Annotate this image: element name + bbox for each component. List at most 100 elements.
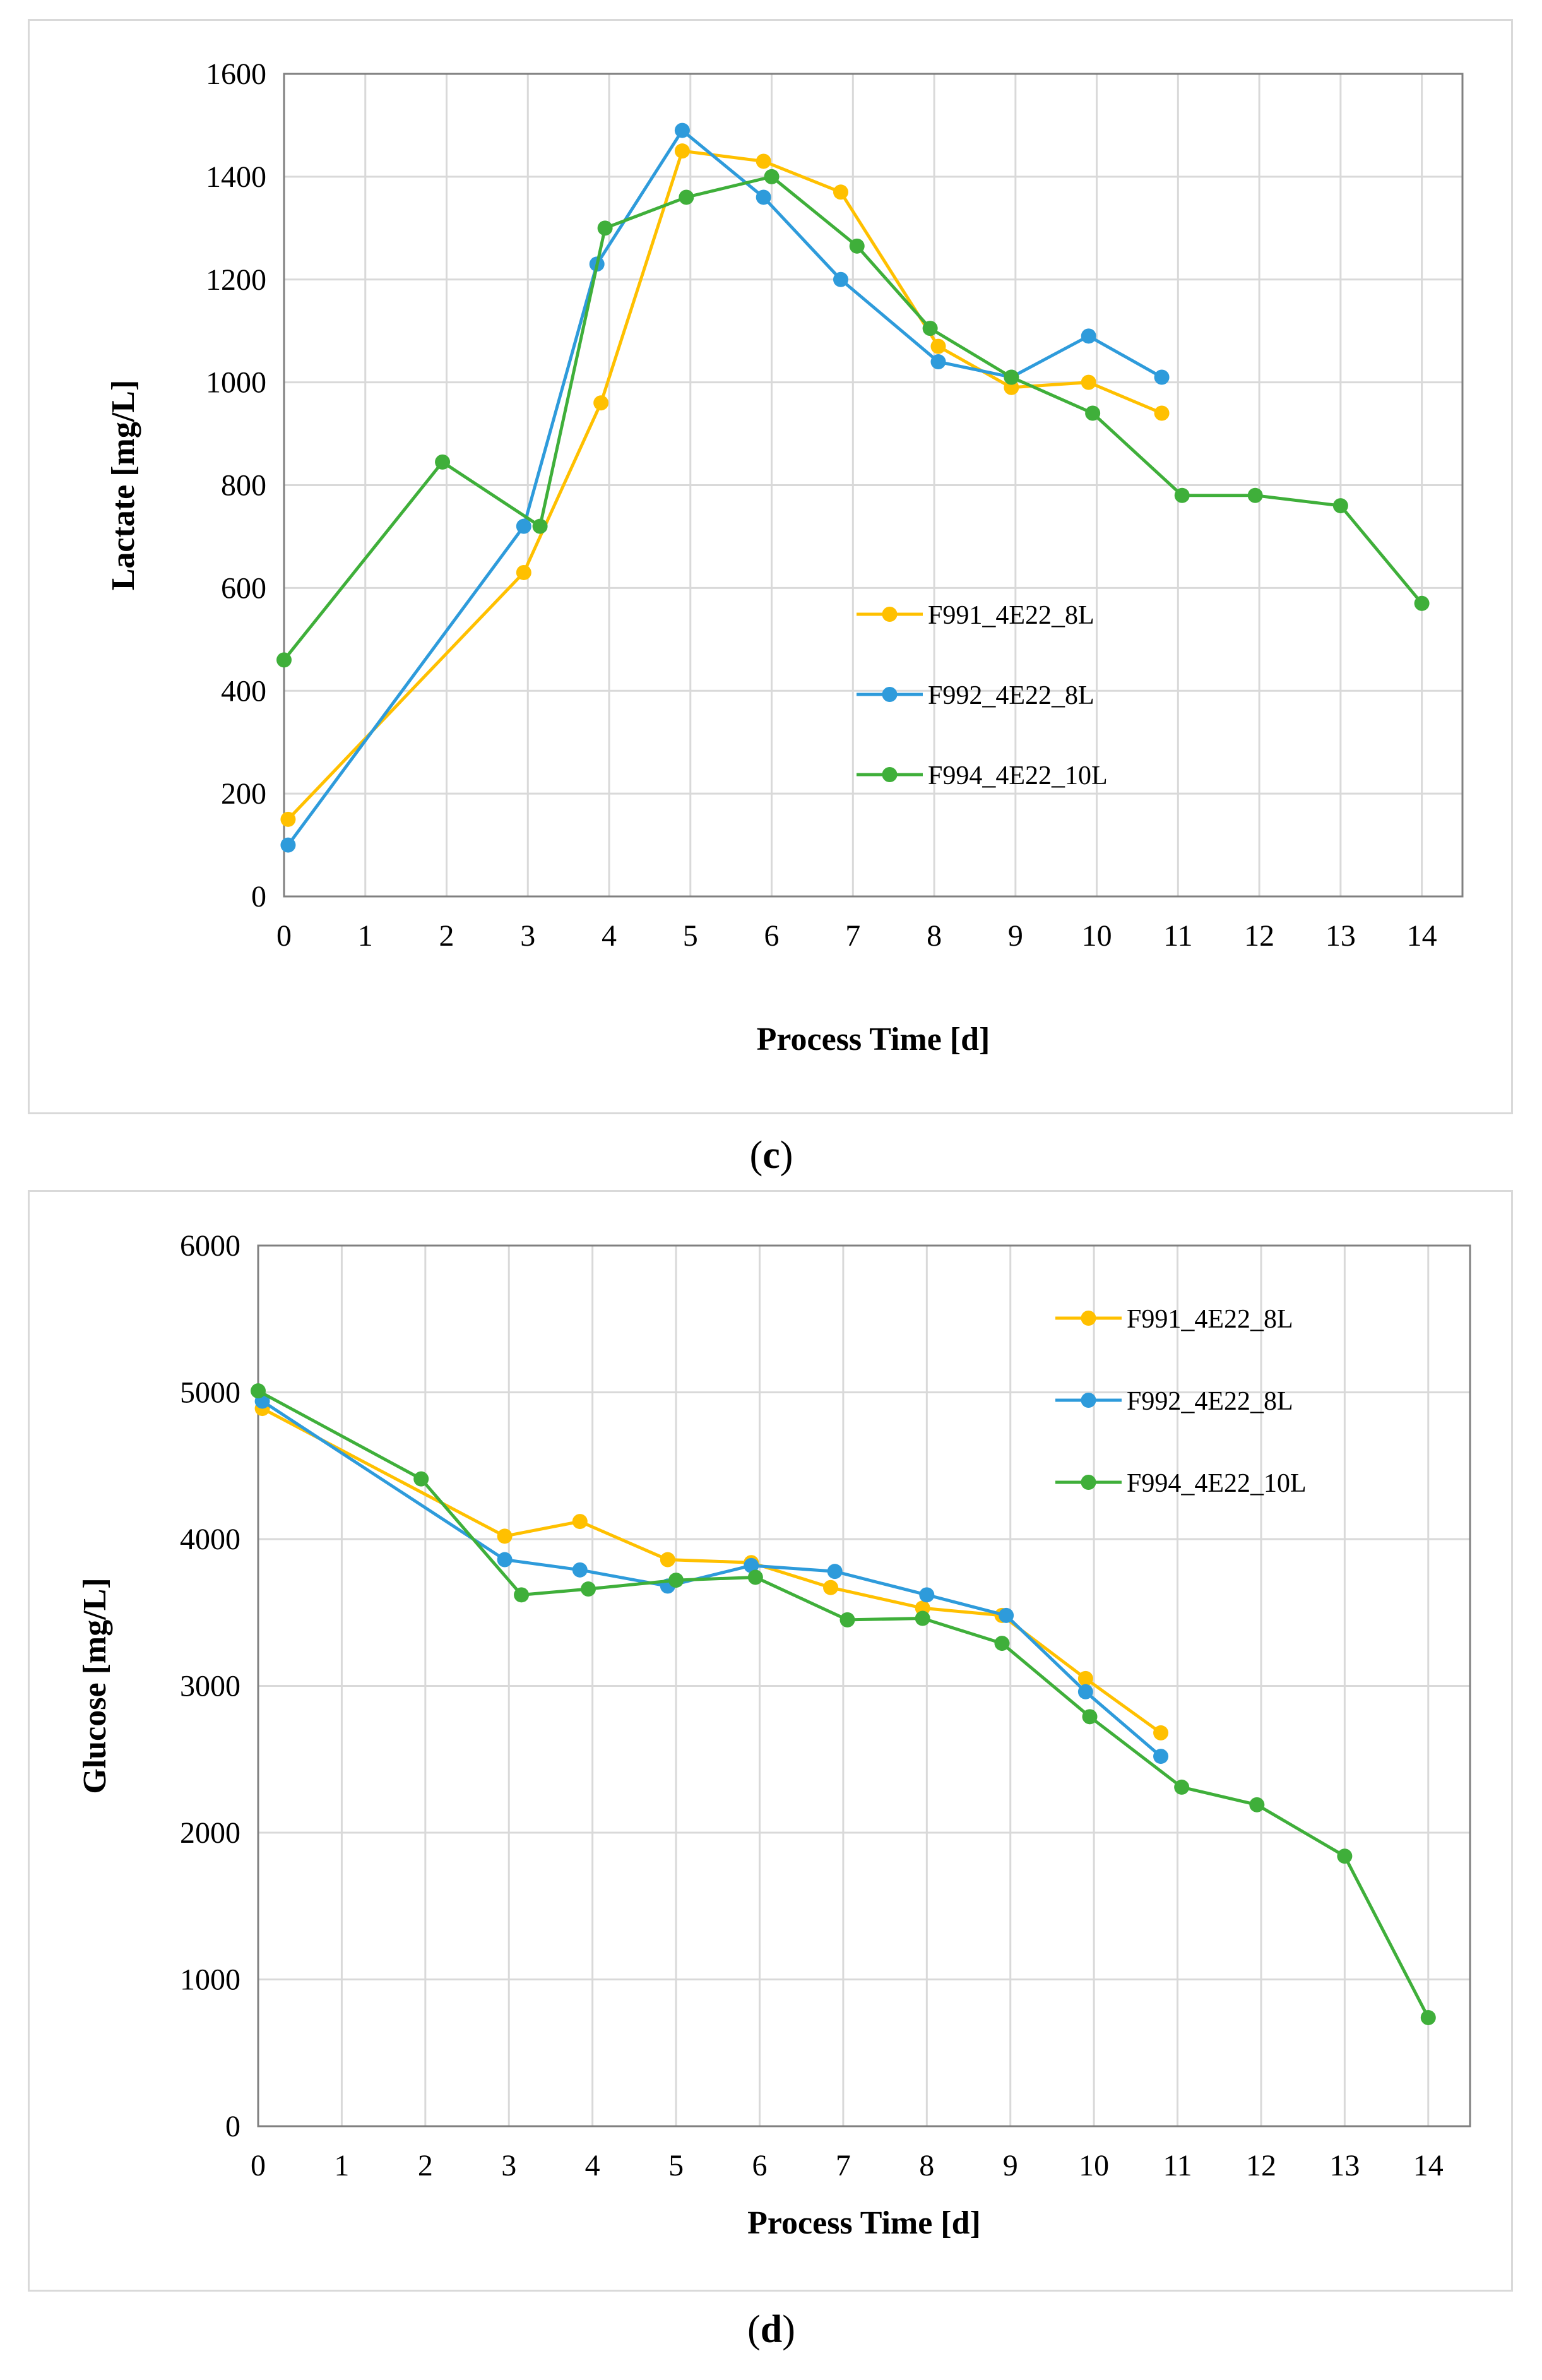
x-tick-label: 9	[1008, 919, 1023, 953]
x-tick-label: 1	[334, 2149, 349, 2182]
series-line-F994_4E22_10L	[257, 1389, 1430, 2019]
x-tick-label: 8	[927, 919, 942, 953]
x-tick-label: 1	[358, 919, 373, 953]
x-tick-label: 5	[668, 2149, 684, 2182]
legend-label: F991_4E22_8L	[928, 601, 1094, 630]
x-tick-label: 12	[1246, 2149, 1276, 2182]
data-point	[674, 143, 690, 159]
data-point	[1153, 1749, 1169, 1764]
data-point	[999, 1607, 1014, 1623]
x-axis-title: Process Time [d]	[757, 1021, 990, 1057]
legend-marker	[882, 687, 898, 702]
x-tick-label: 5	[683, 919, 698, 953]
data-point	[1081, 328, 1096, 344]
legend-marker	[1081, 1393, 1096, 1408]
data-point	[849, 238, 865, 254]
data-point	[668, 1573, 684, 1588]
data-point	[1174, 487, 1190, 503]
y-tick-label: 1600	[206, 57, 266, 91]
y-tick-label: 400	[221, 674, 266, 708]
legend-label: F992_4E22_8L	[928, 681, 1094, 710]
data-point	[276, 652, 292, 668]
data-point	[1420, 2009, 1436, 2025]
data-point	[823, 1580, 839, 1595]
x-tick-label: 11	[1163, 2149, 1192, 2182]
data-point	[1332, 498, 1348, 514]
y-tick-label: 0	[251, 880, 266, 913]
data-point	[532, 518, 548, 534]
chart-panel-glucose: 0 1000 2000 3000 4000 5000 6000 0 1 2 3 4 5 6 7 8 9 10 11 1…	[28, 1190, 1513, 2292]
data-point	[833, 184, 848, 200]
data-point	[764, 169, 780, 184]
data-point	[994, 1636, 1010, 1651]
data-point	[747, 1569, 763, 1585]
legend-marker	[1081, 1475, 1096, 1490]
legend-label: F994_4E22_10L	[928, 761, 1108, 790]
x-tick-label: 11	[1163, 919, 1192, 953]
data-point	[756, 153, 771, 169]
y-tick-label: 4000	[180, 1523, 240, 1556]
x-tick-label: 0	[276, 919, 292, 953]
x-tick-label: 3	[520, 919, 535, 953]
data-point	[1082, 1709, 1098, 1725]
y-tick-label: 600	[221, 571, 266, 605]
x-tick-label: 7	[836, 2149, 851, 2182]
series-line-F991_4E22_8L	[261, 1407, 1162, 1734]
x-tick-label: 12	[1244, 919, 1274, 953]
legend-marker	[882, 607, 898, 622]
data-point	[497, 1528, 513, 1544]
data-point	[1247, 487, 1263, 503]
legend-label: F991_4E22_8L	[1127, 1305, 1293, 1334]
x-tick-label: 2	[418, 2149, 433, 2182]
y-tick-label: 0	[225, 2110, 240, 2143]
data-point	[514, 1587, 530, 1603]
y-tick-label: 2000	[180, 1816, 240, 1850]
series-line-F992_4E22_8L	[261, 1400, 1162, 1758]
panel-label-d: (d)	[747, 2308, 795, 2351]
x-tick-label: 13	[1329, 2149, 1360, 2182]
data-point	[833, 271, 848, 287]
data-point	[674, 122, 690, 138]
data-point	[756, 189, 771, 205]
data-point	[572, 1514, 588, 1530]
data-point	[497, 1552, 513, 1568]
data-point	[572, 1562, 588, 1578]
x-tick-label: 10	[1079, 2149, 1109, 2182]
data-point	[1004, 369, 1019, 385]
x-tick-label: 3	[501, 2149, 516, 2182]
data-point	[930, 354, 946, 370]
data-point	[593, 395, 609, 411]
data-point	[280, 837, 296, 853]
x-tick-label: 0	[251, 2149, 266, 2182]
plot-area-border	[257, 1244, 1471, 2127]
legend-marker	[882, 767, 898, 782]
data-point	[1414, 595, 1430, 611]
data-point	[679, 189, 694, 205]
y-tick-label: 6000	[180, 1229, 240, 1263]
data-point	[915, 1610, 930, 1626]
data-point	[516, 518, 531, 534]
x-tick-label: 4	[602, 919, 617, 953]
data-point	[413, 1471, 429, 1487]
data-point	[1153, 1725, 1169, 1740]
data-point	[930, 338, 946, 354]
y-tick-label: 5000	[180, 1376, 240, 1410]
data-point	[1077, 1670, 1093, 1686]
data-point	[1174, 1779, 1190, 1795]
y-tick-label: 1000	[180, 1963, 240, 1997]
legend-label: F992_4E22_8L	[1127, 1387, 1293, 1416]
x-tick-label: 14	[1407, 919, 1437, 953]
x-tick-label: 8	[919, 2149, 934, 2182]
data-point	[251, 1383, 266, 1399]
data-point	[280, 811, 296, 827]
series-line-F992_4E22_8L	[287, 129, 1163, 847]
y-tick-label: 3000	[180, 1670, 240, 1703]
x-axis-title: Process Time [d]	[747, 2205, 981, 2241]
data-point	[839, 1612, 855, 1627]
data-point	[744, 1557, 759, 1573]
data-point	[1154, 369, 1170, 385]
panel-label-c: (c)	[749, 1134, 793, 1177]
data-point	[827, 1564, 843, 1580]
data-point	[435, 454, 451, 470]
